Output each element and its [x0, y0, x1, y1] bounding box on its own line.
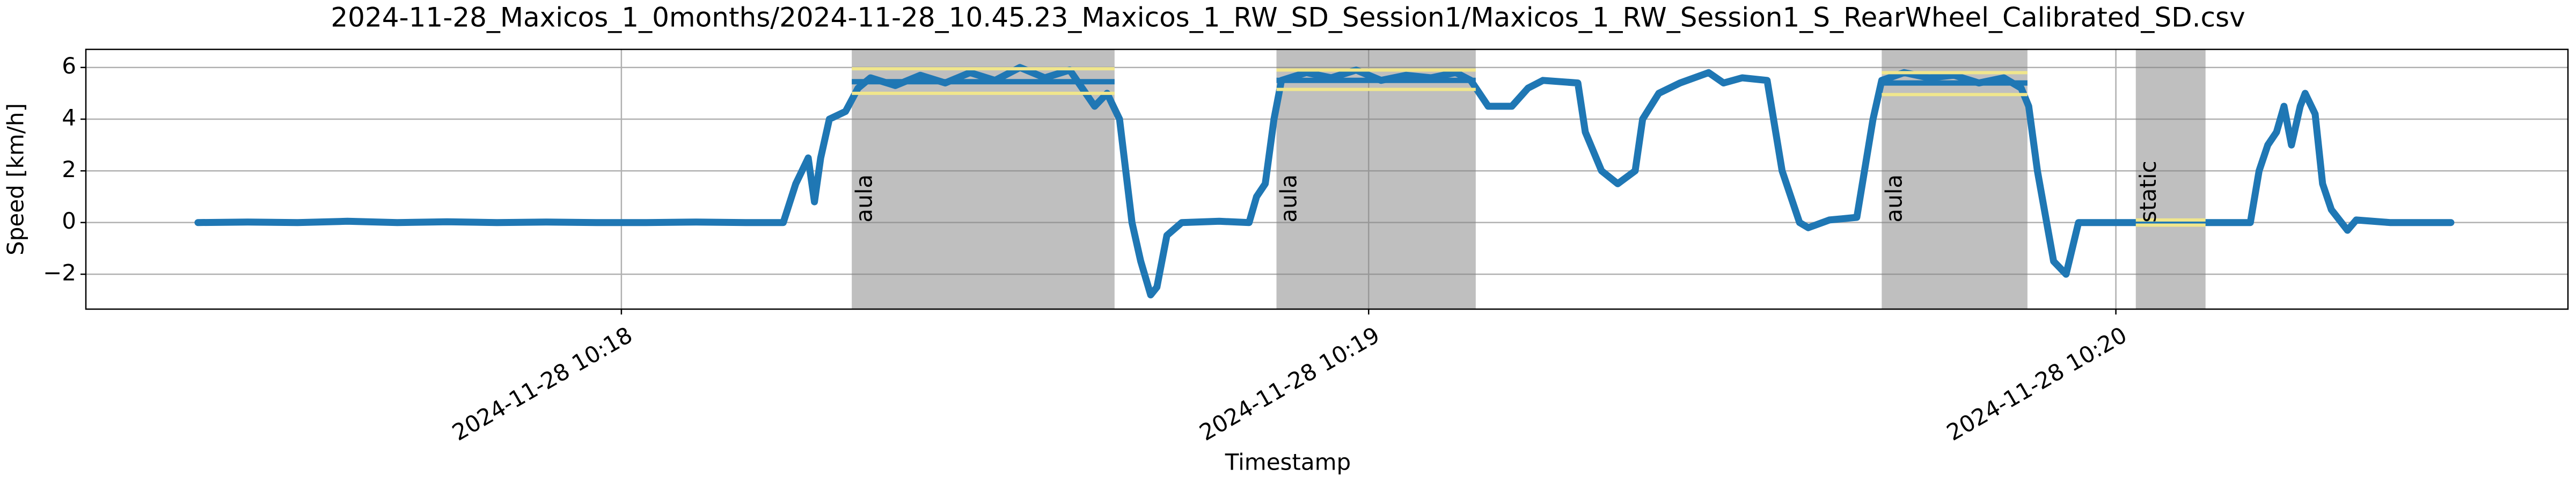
y-tick-label: 6	[62, 53, 76, 79]
span-label: static	[2135, 160, 2161, 222]
chart-title: 2024-11-28_Maxicos_1_0months/2024-11-28_…	[331, 2, 2245, 33]
plot-frame	[85, 48, 2569, 310]
span-label: aula	[851, 174, 877, 223]
span-label: aula	[1276, 174, 1302, 223]
y-tick-label: 2	[62, 156, 76, 182]
span-label: aula	[1881, 174, 1907, 223]
span	[852, 49, 1115, 309]
y-tick-label: −2	[43, 259, 76, 286]
y-tick-label: 4	[62, 105, 76, 131]
speed-line	[194, 64, 2455, 298]
y-tick-label: 0	[62, 208, 76, 234]
x-axis-label: Timestamp	[1225, 449, 1351, 475]
span	[1276, 49, 1476, 309]
y-axis-label: Speed [km/h]	[3, 103, 29, 255]
span	[2135, 49, 2206, 309]
span	[1882, 49, 2028, 309]
